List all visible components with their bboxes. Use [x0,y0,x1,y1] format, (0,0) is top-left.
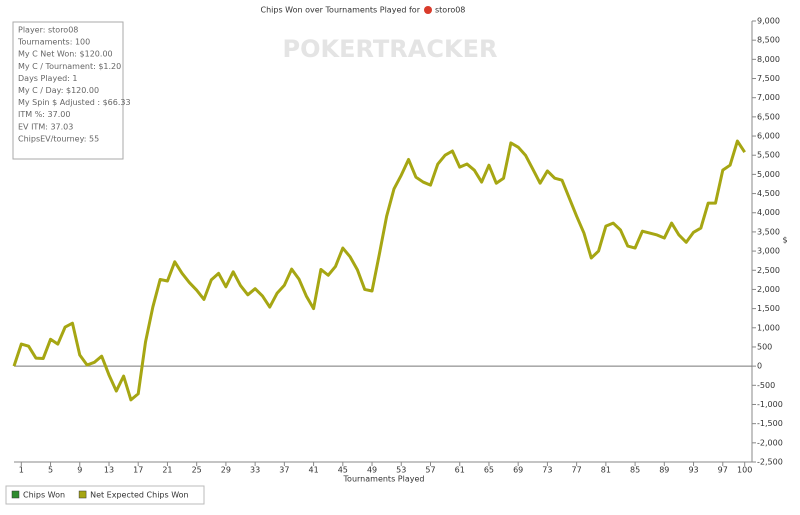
x-tick-label: 81 [601,466,611,475]
y-tick-label: 8,500 [757,36,780,45]
y-tick-label: 6,500 [757,112,780,121]
x-tick-label: 93 [688,466,698,475]
x-tick-label: 5 [48,466,53,475]
y-tick-label: 5,000 [757,170,780,179]
player-tag: storo08 [435,6,465,15]
y-tick-label: -1,000 [757,400,783,409]
x-tick-label: 97 [718,466,728,475]
x-tick-label: 49 [367,466,377,475]
legend-label: Net Expected Chips Won [90,491,189,500]
x-tick-label: 17 [133,466,143,475]
y-tick-label: 500 [757,342,772,351]
y-tick-label: 4,000 [757,208,780,217]
y-tick-label: 8,000 [757,55,780,64]
x-tick-label: 21 [162,466,172,475]
x-tick-label: 69 [513,466,523,475]
y-tick-label: 3,500 [757,227,780,236]
x-tick-label: 13 [104,466,114,475]
info-line: ITM %: 37.00 [18,110,70,119]
x-tick-label: 65 [484,466,494,475]
y-axis-label: $ [782,236,787,245]
x-tick-label: 57 [425,466,435,475]
y-tick-label: -500 [757,381,775,390]
info-line: Player: storo08 [18,26,78,35]
info-line: Days Played: 1 [18,74,78,83]
x-tick-label: 29 [221,466,231,475]
info-line: My C Net Won: $120.00 [18,50,113,59]
y-tick-label: 7,500 [757,74,780,83]
y-tick-label: 0 [757,362,762,371]
x-tick-label: 89 [659,466,669,475]
x-tick-label: 100 [737,466,752,475]
legend-label: Chips Won [23,491,65,500]
y-tick-label: 6,000 [757,132,780,141]
info-line: EV ITM: 37.03 [18,122,73,131]
info-box [12,21,124,160]
y-tick-label: 3,000 [757,247,780,256]
x-tick-label: 73 [542,466,552,475]
x-tick-label: 41 [308,466,318,475]
y-tick-label: 4,500 [757,189,780,198]
x-tick-label: 77 [572,466,582,475]
x-tick-label: 33 [250,466,260,475]
info-line: My C / Tournament: $1.20 [18,62,121,71]
y-tick-label: -1,500 [757,419,783,428]
legend-swatch [78,490,87,499]
legend-swatch [11,490,20,499]
watermark: POKERTRACKER [283,35,498,63]
y-tick-label: 2,000 [757,285,780,294]
chart-title: Chips Won over Tournaments Played for [261,6,421,15]
player-icon [424,6,432,14]
y-tick-label: 1,500 [757,304,780,313]
data-line [12,139,746,402]
y-tick-label: -2,500 [757,458,783,467]
legend [5,485,205,505]
info-line: My Spin $ Adjusted : $66.33 [18,98,131,107]
x-tick-label: 9 [77,466,82,475]
x-tick-label: 61 [455,466,465,475]
y-tick-label: 2,500 [757,266,780,275]
info-line: ChipsEV/tourney: 55 [18,134,99,143]
info-line: My C / Day: $120.00 [18,86,99,95]
y-tick-label: 5,500 [757,151,780,160]
x-axis-label: Tournaments Played [343,475,425,484]
y-tick-label: 1,000 [757,323,780,332]
x-tick-label: 85 [630,466,640,475]
x-tick-label: 45 [338,466,348,475]
x-tick-label: 1 [19,466,24,475]
x-tick-label: 25 [192,466,202,475]
x-tick-label: 37 [279,466,289,475]
y-tick-label: 7,000 [757,93,780,102]
y-tick-label: -2,000 [757,438,783,447]
x-tick-label: 53 [396,466,406,475]
y-tick-label: 9,000 [757,17,780,26]
info-line: Tournaments: 100 [17,38,90,47]
